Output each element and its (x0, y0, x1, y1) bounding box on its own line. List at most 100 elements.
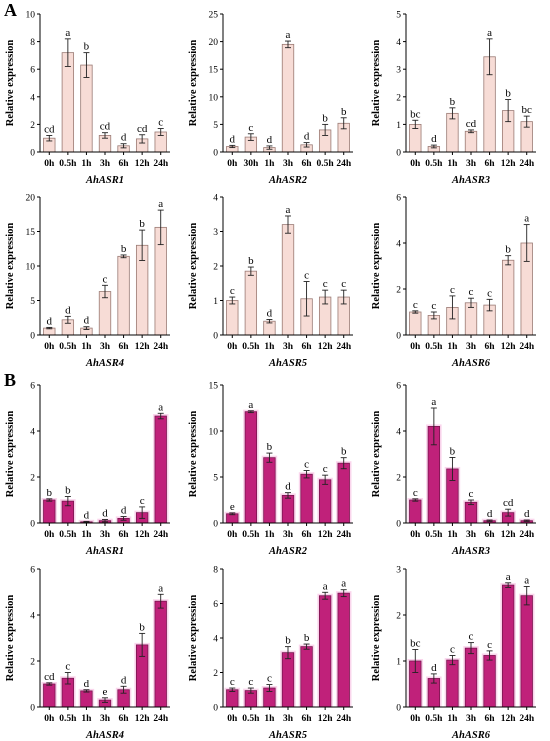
chart-a-ahasr5-xtick-label: 0.5h (242, 342, 260, 352)
chart-a-ahasr6-significance-letter: a (524, 213, 529, 225)
chart-b-ahasr4-bar (43, 683, 56, 708)
chart-a-ahasr6-xtick-label: 1h (447, 342, 458, 352)
chart-b-ahasr5-xtick-label: 0.5h (242, 714, 260, 724)
chart-a-ahasr2-ytick-label: 20 (209, 38, 219, 48)
chart-b-ahasr3-ytick-label: 4 (396, 428, 401, 438)
chart-a-ahasr6-significance-letter: c (469, 286, 474, 298)
chart-b-ahasr5-ylabel: Relative expression (188, 595, 199, 682)
chart-a-ahasr1-xtick-label: 12h (135, 159, 151, 169)
chart-b-ahasr5-xtick-label: 24h (336, 714, 352, 724)
chart-a-ahasr5-bar (244, 270, 258, 336)
chart-a-ahasr1-xtick-label: 1h (81, 159, 92, 169)
chart-b-ahasr3-ytick-label: 2 (396, 474, 401, 484)
chart-b-ahasr4-xtick-label: 0h (44, 714, 55, 724)
chart-b-ahasr4-ytick-label: 6 (30, 566, 35, 576)
chart-a-ahasr6-significance-letter: c (413, 299, 418, 311)
chart-a-ahasr2-ylabel: Relative expression (188, 40, 199, 127)
chart-b-ahasr2-xtick-label: 6h (302, 530, 313, 540)
chart-b-ahasr2-significance-letter: c (304, 459, 309, 471)
chart-a-ahasr6-ytick-label: 0 (396, 332, 401, 342)
chart-b-ahasr6-significance-letter: c (469, 631, 474, 643)
chart-a-ahasr5-ytick-label: 3 (213, 228, 218, 238)
chart-a-ahasr4-xtick-label: 12h (135, 342, 151, 352)
chart-a-ahasr4-ytick-label: 15 (26, 228, 36, 238)
chart-b-ahasr1-xtick-label: 6h (119, 530, 130, 540)
chart-a-ahasr1-ytick-label: 2 (30, 121, 35, 131)
chart-a-ahasr2-xtick-label: 24h (336, 159, 352, 169)
chart-a-ahasr4-ytick-label: 0 (30, 332, 35, 342)
chart-a-ahasr6-xtick-label: 24h (519, 342, 535, 352)
chart-b-ahasr5-ytick-label: 2 (213, 669, 218, 679)
chart-a-ahasr4-significance-letter: b (121, 243, 127, 255)
chart-b-ahasr5-significance-letter: a (341, 578, 346, 590)
chart-b-ahasr6-bar (520, 595, 533, 708)
chart-a-ahasr1-xtick-label: 6h (119, 159, 130, 169)
chart-b-ahasr3-xtick-label: 12h (501, 530, 517, 540)
chart-a-ahasr4-xtick-label: 6h (119, 342, 130, 352)
chart-b-ahasr5-xtick-label: 0h (227, 714, 238, 724)
chart-b-ahasr4-significance-letter: e (103, 686, 108, 698)
chart-a-ahasr6-title: AhASR6 (451, 358, 491, 369)
chart-a-ahasr2-significance-letter: d (304, 131, 310, 143)
chart-a-ahasr3-ytick-label: 2 (396, 93, 401, 103)
chart-a-ahasr2-ytick-label: 10 (209, 93, 219, 103)
chart-b-ahasr4-xtick-label: 0.5h (59, 714, 77, 724)
chart-a-ahasr1-significance-letter: d (121, 132, 127, 144)
chart-a-ahasr3-ytick-label: 3 (396, 66, 401, 76)
chart-a-ahasr5-significance-letter: d (267, 307, 273, 319)
chart-a-ahasr3-ytick-label: 1 (396, 121, 401, 131)
chart-b-ahasr1-xtick-label: 1h (81, 530, 92, 540)
chart-b-ahasr3-xtick-label: 3h (466, 530, 477, 540)
chart-a-ahasr3-xtick-label: 12h (501, 159, 517, 169)
chart-a-ahasr1-significance-letter: cd (44, 123, 55, 135)
chart-b-ahasr6-significance-letter: d (431, 662, 437, 674)
chart-a-ahasr3-xtick-label: 24h (519, 159, 535, 169)
chart-a-ahasr4-xtick-label: 24h (153, 342, 169, 352)
chart-b-ahasr3-ytick-label: 6 (396, 382, 401, 392)
chart-a-ahasr2-ytick-label: 0 (213, 149, 218, 159)
chart-a-ahasr3-xtick-label: 1h (447, 159, 458, 169)
chart-b-ahasr1-xtick-label: 12h (135, 530, 151, 540)
chart-b-ahasr1-ytick-label: 4 (30, 428, 35, 438)
chart-a-ahasr2-xtick-label: 0h (227, 159, 238, 169)
chart-a-ahasr6-bar (501, 259, 515, 336)
chart-a-ahasr1-xtick-label: 24h (153, 159, 169, 169)
chart-b-ahasr6-bar (464, 647, 478, 708)
chart-b-ahasr1-xtick-label: 24h (153, 530, 169, 540)
chart-b-ahasr3-title: AhASR3 (451, 546, 490, 557)
chart-b-ahasr3-bar (409, 499, 422, 524)
chart-a-ahasr1-xtick-label: 3h (100, 159, 111, 169)
chart-a-ahasr5-xtick-label: 1h (264, 342, 275, 352)
chart-b-ahasr4-title: AhASR4 (85, 730, 124, 741)
chart-b-ahasr1-significance-letter: d (102, 508, 108, 520)
chart-a-ahasr3-ytick-label: 0 (396, 149, 401, 159)
chart-b-ahasr1-significance-letter: b (65, 485, 71, 497)
chart-b-ahasr4-significance-letter: d (84, 678, 90, 690)
chart-b-ahasr4-significance-letter: b (139, 621, 145, 633)
chart-b-ahasr2-bar (263, 457, 276, 524)
chart-a-ahasr4-xtick-label: 0.5h (59, 342, 77, 352)
chart-b-ahasr2-bar (281, 494, 295, 524)
chart-b-ahasr5-xtick-label: 1h (264, 714, 275, 724)
chart-b-ahasr2-significance-letter: d (285, 481, 291, 493)
chart-b-ahasr2-significance-letter: b (267, 441, 273, 453)
chart-b-ahasr1-significance-letter: d (84, 509, 90, 521)
chart-b-ahasr1-significance-letter: c (140, 495, 145, 507)
chart-b-ahasr2-bar (337, 462, 350, 524)
chart-a-ahasr5-ytick-label: 0 (213, 332, 218, 342)
chart-a-ahasr2-ytick-label: 15 (209, 66, 219, 76)
chart-b-ahasr3-significance-letter: c (469, 488, 474, 500)
chart-b-ahasr6-significance-letter: a (506, 571, 511, 583)
chart-a-ahasr2-xtick-label: 3h (283, 159, 294, 169)
chart-b-ahasr4-xtick-label: 24h (153, 714, 169, 724)
chart-b-ahasr2-ylabel: Relative expression (188, 411, 199, 498)
chart-b-ahasr3-significance-letter: a (431, 396, 436, 408)
chart-b-ahasr2-ytick-label: 0 (213, 520, 218, 530)
chart-a-ahasr6-ylabel: Relative expression (371, 223, 382, 310)
chart-b-ahasr3-xtick-label: 0.5h (425, 530, 443, 540)
chart-b-ahasr5-xtick-label: 6h (302, 714, 313, 724)
chart-a-ahasr4-significance-letter: a (158, 198, 163, 210)
chart-a-ahasr4-title: AhASR4 (85, 358, 124, 369)
chart-a-ahasr3-ytick-label: 4 (396, 38, 401, 48)
